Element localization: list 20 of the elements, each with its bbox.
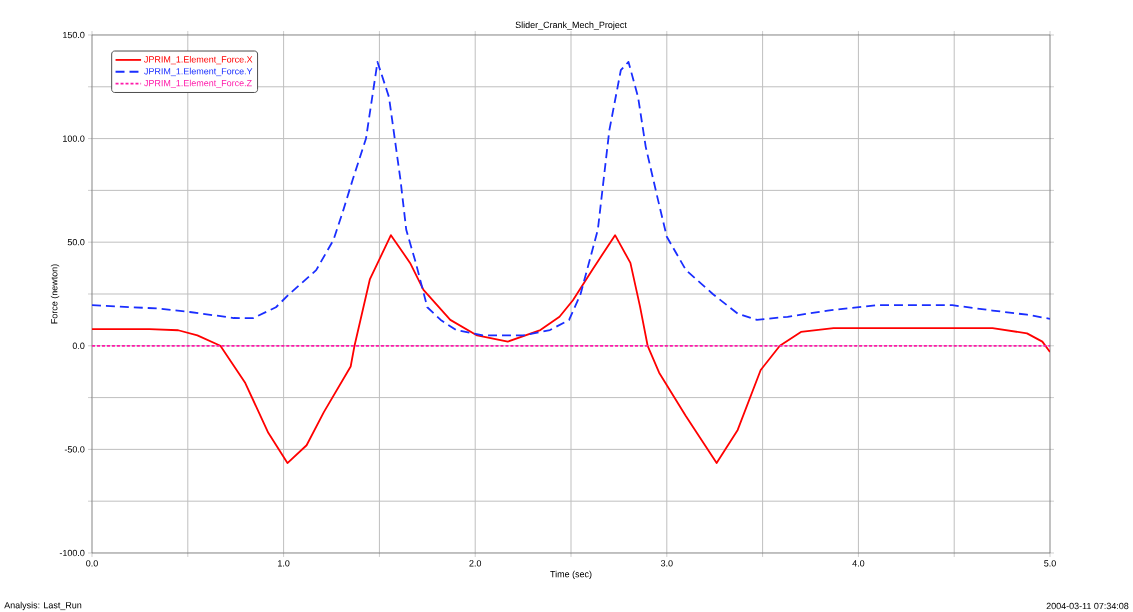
- text: Analysis: Last_Run: [4, 601, 82, 611]
- legend-label: JPRIM_1.Element_Force.Y: [144, 67, 253, 77]
- y-axis-title: Force (newton): [50, 264, 60, 324]
- y-tick-label: -100.0: [59, 549, 85, 557]
- text: 2004-03-11 07:34:08: [1046, 602, 1129, 610]
- y-tick-label: 150.0: [63, 31, 85, 39]
- x-tick-label: 2.0: [469, 560, 482, 567]
- y-tick-label: 50.0: [67, 239, 85, 246]
- chart-title: Slider_Crank_Mech_Project: [515, 21, 627, 30]
- x-tick-label: 0.0: [86, 560, 98, 567]
- legend-label: JPRIM_1.Element_Force.X: [144, 56, 253, 65]
- x-tick-label: 3.0: [660, 560, 673, 567]
- legend-label: JPRIM_1.Element_Force.Z: [144, 79, 252, 88]
- x-tick-label: 4.0: [852, 560, 865, 567]
- x-tick-label: 1.0: [278, 560, 290, 567]
- x-axis-title: Time (sec): [550, 570, 592, 580]
- y-tick-label: -50.0: [64, 446, 85, 453]
- y-tick-label: 100.0: [63, 135, 85, 142]
- y-tick-label: 0.0: [72, 342, 85, 349]
- x-tick-label: 5.0: [1044, 560, 1056, 567]
